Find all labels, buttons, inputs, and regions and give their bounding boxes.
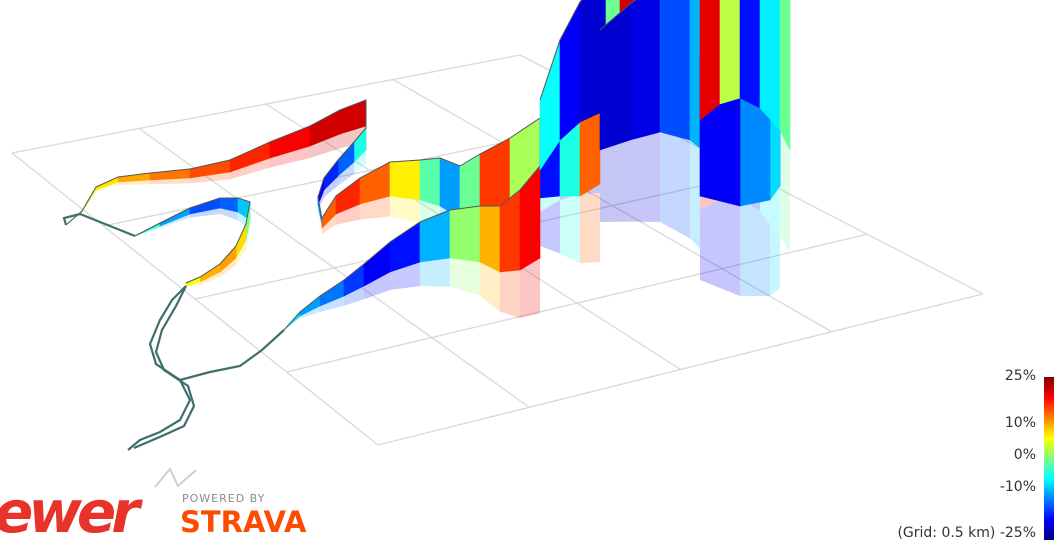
route-flat-segment: [62, 212, 136, 238]
gradient-colorbar: [1044, 377, 1054, 540]
route-reflection-slice: [324, 176, 338, 198]
route-ribbon-slice: [479, 205, 501, 273]
route-reflection-slice: [390, 196, 420, 224]
route-flat-segment: [127, 285, 192, 451]
route-reflection-slice: [336, 204, 360, 225]
route-ribbon-slice: [559, 1, 581, 141]
route-reflection-slice: [580, 184, 600, 264]
route-reflection-slice: [700, 196, 740, 296]
route-reflection-slice: [96, 182, 118, 192]
grid-size-note: (Grid: 0.5 km): [897, 525, 996, 541]
route-reflection-slice: [322, 214, 336, 234]
legend-label-0: 0%: [1013, 447, 1036, 463]
route-reflection-slice: [354, 150, 366, 174]
route-reflection-slice: [246, 220, 250, 250]
legend-label-min: (Grid: 0.5 km) -25%: [897, 525, 1036, 541]
route-reflection-slice: [480, 262, 500, 312]
route-ground-line: [62, 212, 285, 451]
route-reflection-slice: [300, 306, 320, 319]
route-reflection-slice: [160, 214, 190, 228]
route-reflection-slice: [740, 200, 770, 296]
route-reflection-slice: [186, 282, 200, 288]
route-reflection-slice: [450, 258, 480, 296]
route-reflection-slice: [390, 262, 420, 290]
route-reflection-slice: [200, 272, 220, 285]
legend-label-max: 25%: [1004, 368, 1036, 384]
route-ribbon-top-edge: [134, 197, 251, 284]
route-reflection-slice: [220, 258, 236, 277]
route-reflection-slice: [344, 286, 364, 306]
route-flat-segment: [179, 329, 285, 382]
route-reflection-slice: [420, 258, 450, 287]
route-reflection-slice: [760, 176, 780, 288]
strava-logo: STRAVA: [180, 505, 307, 539]
route-reflection-slice: [660, 132, 690, 239]
route-reflection-slice: [520, 258, 540, 318]
route-reflection-slice: [270, 146, 310, 168]
legend-label-10: 10%: [1004, 415, 1036, 431]
route-flat-segment: [133, 285, 196, 450]
route-reflection-slice: [310, 134, 340, 158]
route-ribbon-slice: [739, 0, 761, 109]
route-ribbon-slice: [779, 0, 791, 151]
route-ribbon-slice: [759, 0, 781, 131]
route-ribbon-top-edge: [539, 0, 583, 101]
route-elevation-ribbons: [65, 0, 791, 331]
route-reflection-slice: [230, 158, 270, 180]
route-ribbon-top-edge: [65, 99, 367, 226]
route-reflection-slice: [338, 162, 354, 186]
route-ribbon-top-edge: [283, 165, 541, 331]
legend-label-neg10: -10%: [999, 479, 1036, 495]
route-reflection-slice: [600, 140, 630, 222]
route-reflection-slice: [360, 196, 390, 220]
app-logo: ewer: [0, 478, 140, 546]
route-ribbon-slice: [419, 157, 441, 207]
powered-by-label: POWERED BY: [182, 492, 266, 505]
route-ribbon-slice: [699, 0, 721, 121]
grid-line: [377, 293, 984, 446]
grid-line: [392, 78, 833, 333]
route-ribbon-slice: [659, 0, 691, 141]
route-reflection-slice: [236, 240, 246, 266]
route-reflection-slice: [780, 130, 790, 252]
route-reflection-slice: [190, 172, 230, 184]
route-reflection-slice: [118, 180, 150, 185]
route-reflection-slice: [190, 208, 220, 218]
route-ribbon-slice: [579, 0, 607, 123]
route-reflection-slice: [500, 270, 520, 318]
route-reflection-slice: [320, 296, 344, 312]
route-reflection-slice: [770, 186, 780, 296]
legend-min-value: -25%: [999, 525, 1036, 541]
route-reflection-slice: [364, 272, 390, 300]
route-ribbon-slice: [389, 159, 421, 201]
route-reflection-slice: [630, 132, 660, 222]
grid-line: [286, 233, 868, 373]
route-reflection-slice: [540, 196, 560, 254]
route-ribbon-slice: [629, 0, 661, 141]
route-reflection-slice: [560, 196, 580, 264]
route-ribbon-slice: [449, 205, 481, 263]
north-arrow-mark: [154, 467, 197, 488]
route-ribbon-slice: [719, 0, 741, 105]
